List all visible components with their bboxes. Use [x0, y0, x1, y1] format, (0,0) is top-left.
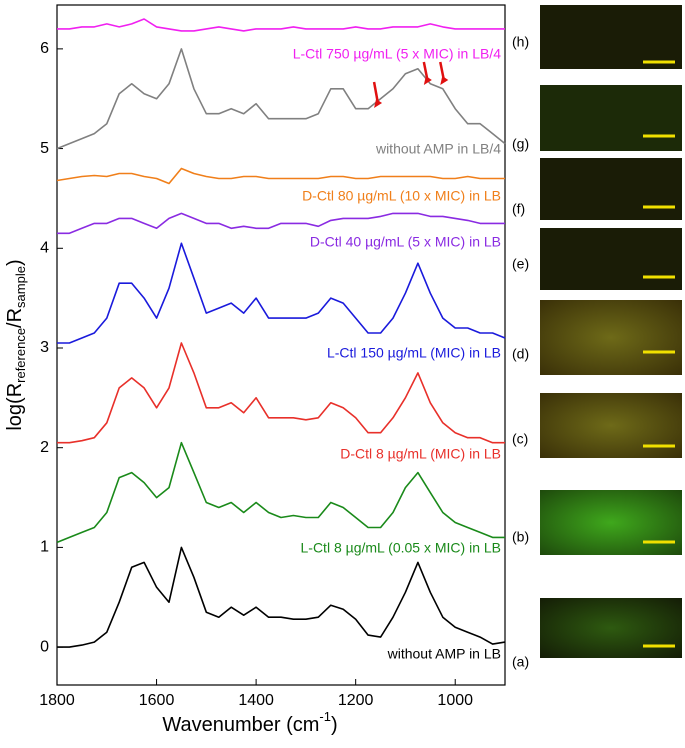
- x-axis-title: Wavenumber (cm-1): [162, 709, 337, 736]
- panel-tag: (a): [512, 654, 529, 670]
- arrow: [439, 61, 449, 85]
- spectrum-line: [56, 441, 505, 544]
- panel-tag: (d): [512, 346, 529, 362]
- x-tick-label: 1200: [338, 692, 374, 709]
- y-tick-label: 2: [40, 439, 49, 456]
- x-tick-label: 1400: [238, 692, 274, 709]
- panel-tag: (b): [512, 529, 529, 545]
- y-tick-label: 3: [40, 339, 49, 356]
- y-axis-title-text: log(R: [4, 383, 26, 431]
- panel-tag: (g): [512, 136, 529, 152]
- series-label: D-Ctl 8 µg/mL (MIC) in LB: [340, 446, 501, 462]
- micrograph-a: [540, 598, 682, 658]
- arrow: [422, 61, 432, 85]
- micrograph-d: [540, 300, 682, 375]
- x-tick-label: 1600: [139, 692, 175, 709]
- spectrum-line: [57, 242, 506, 344]
- spectrum-line: [57, 546, 506, 648]
- y-axis-title-sub: reference: [13, 328, 28, 383]
- y-axis-title-end: ): [4, 259, 26, 266]
- y-tick-label: 1: [40, 539, 49, 556]
- micrograph-b: [540, 490, 682, 555]
- panel-tag: (c): [512, 431, 528, 447]
- micrograph-h: [540, 5, 682, 69]
- x-tick-label: 1800: [39, 692, 75, 709]
- micrograph-c: [540, 393, 682, 458]
- x-axis-title-sup: -1: [319, 709, 331, 724]
- micrograph-e: [540, 228, 682, 290]
- panel-tag: (h): [512, 34, 529, 50]
- micrograph-g: [540, 85, 682, 151]
- series-label: without AMP in LB/4: [375, 141, 501, 157]
- spectrum-line: [57, 212, 505, 235]
- scale-bars: [643, 60, 675, 648]
- panel-tag: (f): [512, 201, 525, 217]
- y-tick-label: 0: [40, 638, 49, 655]
- panel-tag: (e): [512, 256, 529, 272]
- x-tick-label: 1000: [437, 692, 473, 709]
- series-label: without AMP in LB: [387, 646, 501, 662]
- series-label: L-Ctl 150 µg/mL (MIC) in LB: [327, 345, 501, 361]
- micrographs: [540, 5, 682, 658]
- x-axis-title-text: Wavenumber (cm: [162, 714, 319, 736]
- y-axis-title-sub: sample: [13, 266, 28, 308]
- y-tick-label: 5: [40, 140, 49, 157]
- spectrum-line: [56, 48, 506, 150]
- series-label: D-Ctl 80 µg/mL (10 x MIC) in LB: [302, 188, 501, 204]
- spectrum-line: [57, 342, 505, 444]
- x-axis-title-end: ): [331, 714, 338, 736]
- spectrum-line: [56, 167, 505, 185]
- arrow: [372, 81, 383, 108]
- y-axis-title-text: /R: [4, 308, 26, 328]
- series-label: L-Ctl 750 µg/mL (5 x MIC) in LB/4: [293, 46, 501, 62]
- plot-frame: [56, 4, 506, 686]
- series-label: L-Ctl 8 µg/mL (0.05 x MIC) in LB: [301, 540, 502, 556]
- y-tick-label: 4: [40, 240, 49, 257]
- spectrum-line: [57, 18, 505, 32]
- micrograph-f: [540, 158, 682, 220]
- series-label: D-Ctl 40 µg/mL (5 x MIC) in LB: [310, 234, 501, 250]
- y-tick-label: 6: [40, 40, 49, 57]
- y-axis-title: log(Rreference/Rsample): [4, 259, 28, 430]
